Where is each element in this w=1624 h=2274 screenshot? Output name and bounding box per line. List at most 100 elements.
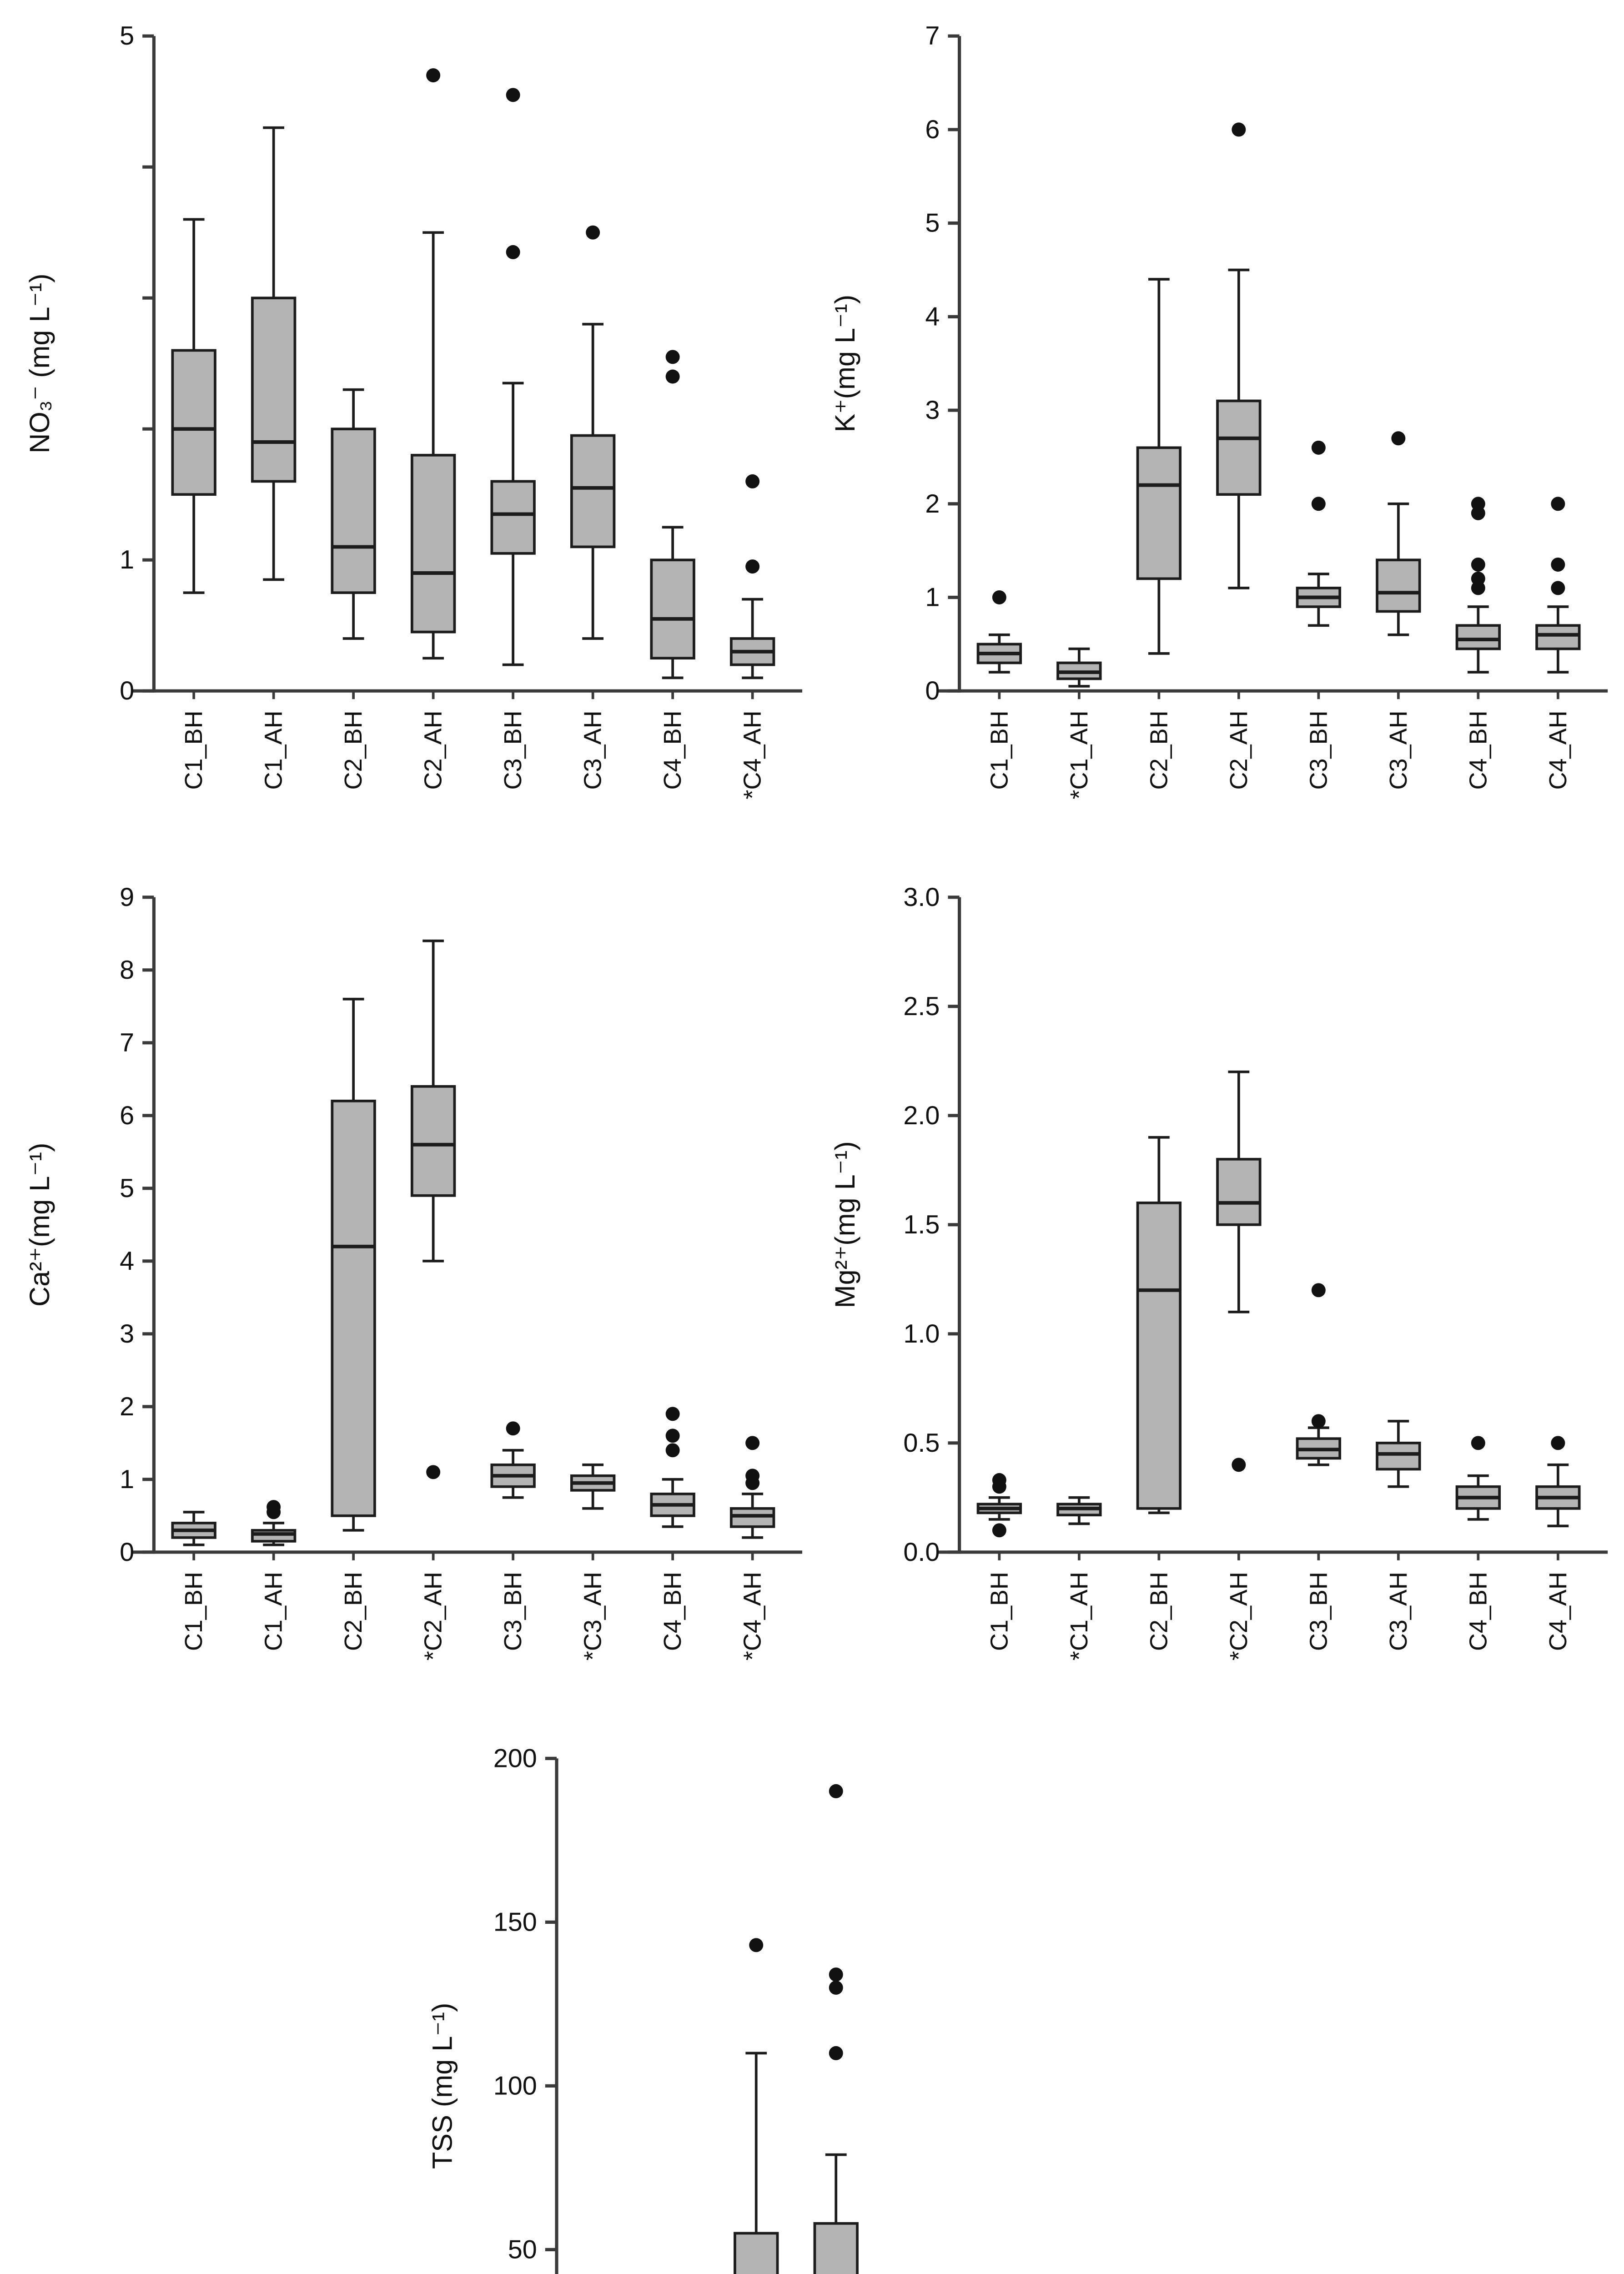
x-category-label: C3_AH (1385, 1572, 1412, 1651)
outlier-dot (1471, 497, 1485, 511)
figure-row-1: 0 1 5 NO₃⁻ (mg L⁻¹) C1_BH C1_AH C2_BH C2_AH C3_B… (0, 10, 1624, 861)
x-category-label: C3_BH (1305, 1572, 1332, 1651)
y-tick-label: 5 (120, 21, 134, 50)
box-group (1535, 497, 1581, 674)
x-category-label: C4_AH (1544, 1572, 1572, 1651)
k-boxplot-chart: 0 1 2 3 4 5 6 7 K⁺(mg L⁻¹) C1_BH *C1_AH C2_BH C2_AH C… (830, 21, 1608, 799)
outlier-dot (506, 245, 520, 259)
x-category-label: C3_BH (499, 710, 527, 790)
y-tick-label: 0 (120, 676, 134, 705)
box-group (410, 939, 456, 1479)
y-tick-label: 0.5 (903, 1429, 940, 1458)
box-rect (650, 558, 695, 660)
box-group (570, 225, 616, 640)
box-group (171, 218, 216, 594)
box-group (1455, 1436, 1501, 1521)
y-tick-label: 6 (120, 1101, 134, 1130)
outlier-dot (1551, 558, 1565, 572)
box-group (1216, 1070, 1262, 1472)
mg-boxplot-chart: 0.0 0.5 1.0 1.5 2.0 2.5 3.0 Mg²⁺(mg L⁻¹) C1_BH *C… (830, 883, 1608, 1660)
no3-boxplot-chart: 0 1 5 NO₃⁻ (mg L⁻¹) C1_BH C1_AH C2_BH C2_AH C3_B… (24, 21, 802, 799)
box-rect (1535, 624, 1581, 650)
outlier-dot (992, 1523, 1006, 1538)
y-tick-label: 1.0 (903, 1319, 940, 1348)
x-category-label: C1_BH (180, 710, 207, 790)
outlier-dot (829, 1784, 843, 1798)
box-rect (813, 2222, 859, 2274)
box-group (729, 474, 775, 679)
box-group (1296, 1283, 1342, 1466)
outlier-dot (1551, 1436, 1565, 1450)
y-axis-title: Ca²⁺(mg L⁻¹) (24, 1143, 55, 1307)
box-group (331, 388, 376, 640)
y-tick-label: 8 (120, 956, 134, 985)
x-category-label: C1_BH (180, 1572, 207, 1651)
y-tick-label: 200 (493, 1744, 537, 1773)
x-category-label: C3_BH (1305, 710, 1332, 790)
y-tick-label: 5 (925, 209, 940, 238)
box-group (650, 1407, 695, 1528)
box-group (331, 997, 376, 1532)
y-tick-label: 0 (120, 1538, 134, 1567)
box-group (734, 1938, 779, 2274)
chart-panel-ca: 0 1 2 3 4 5 6 7 8 9 Ca²⁺(mg L⁻¹) C1_BH C1_AH C2_BH *C2… (10, 871, 809, 1722)
outlier-dot (1311, 1414, 1326, 1429)
box-group (1535, 1436, 1581, 1528)
box-rect (1216, 399, 1262, 496)
box-group (1216, 122, 1262, 589)
x-category-label: C1_AH (260, 1572, 287, 1651)
box-rect (1376, 558, 1421, 613)
y-tick-label: 9 (120, 883, 134, 912)
y-tick-label: 50 (508, 2235, 537, 2264)
x-category-label: C3_AH (579, 710, 607, 790)
outlier-dot (829, 2046, 843, 2060)
box-rect (1136, 446, 1182, 580)
y-tick-label: 3.0 (903, 883, 940, 912)
y-tick-label: 7 (925, 21, 940, 50)
outlier-dot (749, 1938, 764, 1952)
x-category-label: C2_BH (340, 1572, 367, 1651)
box-rect (1455, 624, 1501, 650)
outlier-dot (745, 1469, 760, 1483)
outlier-dot (506, 88, 520, 102)
x-category-label: *C1_AH (1066, 710, 1093, 799)
box-group (1376, 1419, 1421, 1488)
y-tick-label: 2.0 (903, 1101, 940, 1130)
box-group (570, 1463, 616, 1510)
y-tick-label: 1 (925, 583, 940, 612)
y-tick-label: 1 (120, 545, 134, 574)
box-rect (331, 1099, 376, 1517)
y-tick-label: 1 (120, 1465, 134, 1494)
y-tick-label: 7 (120, 1028, 134, 1057)
x-category-label: C4_BH (659, 1572, 686, 1651)
outlier-dot (992, 590, 1006, 604)
outlier-dot (829, 1967, 843, 1982)
outlier-dot (665, 1443, 680, 1458)
box-group (813, 1784, 859, 2274)
x-category-label: *C1_AH (1066, 1572, 1093, 1660)
box-group (1136, 1136, 1182, 1514)
outlier-dot (1471, 571, 1485, 586)
box-group (1455, 497, 1501, 674)
outlier-dot (665, 350, 680, 364)
chart-panel-mg: 0.0 0.5 1.0 1.5 2.0 2.5 3.0 Mg²⁺(mg L⁻¹) C1_BH *C… (815, 871, 1614, 1722)
box-group (490, 88, 536, 666)
box-rect (734, 2232, 779, 2274)
x-category-label: *C2_AH (420, 1572, 447, 1660)
box-rect (1216, 1157, 1262, 1226)
outlier-dot (745, 1436, 760, 1450)
y-axis-title: NO₃⁻ (mg L⁻¹) (24, 273, 55, 453)
figure-row-3: 050100150200TSS (mg L⁻¹)C1_BH*C1_AHC2_BH… (0, 1732, 1624, 2274)
outlier-dot (506, 1421, 520, 1436)
outlier-dot (665, 369, 680, 384)
y-tick-label: 5 (120, 1174, 134, 1203)
x-category-label: C3_AH (1385, 710, 1412, 790)
x-category-label: *C2_AH (1225, 1572, 1252, 1660)
y-tick-label: 2.5 (903, 992, 940, 1021)
outlier-dot (1232, 1458, 1246, 1472)
box-group (251, 126, 297, 581)
outlier-dot (745, 559, 760, 574)
x-category-label: C2_AH (1225, 710, 1252, 790)
outlier-dot (1311, 440, 1326, 455)
